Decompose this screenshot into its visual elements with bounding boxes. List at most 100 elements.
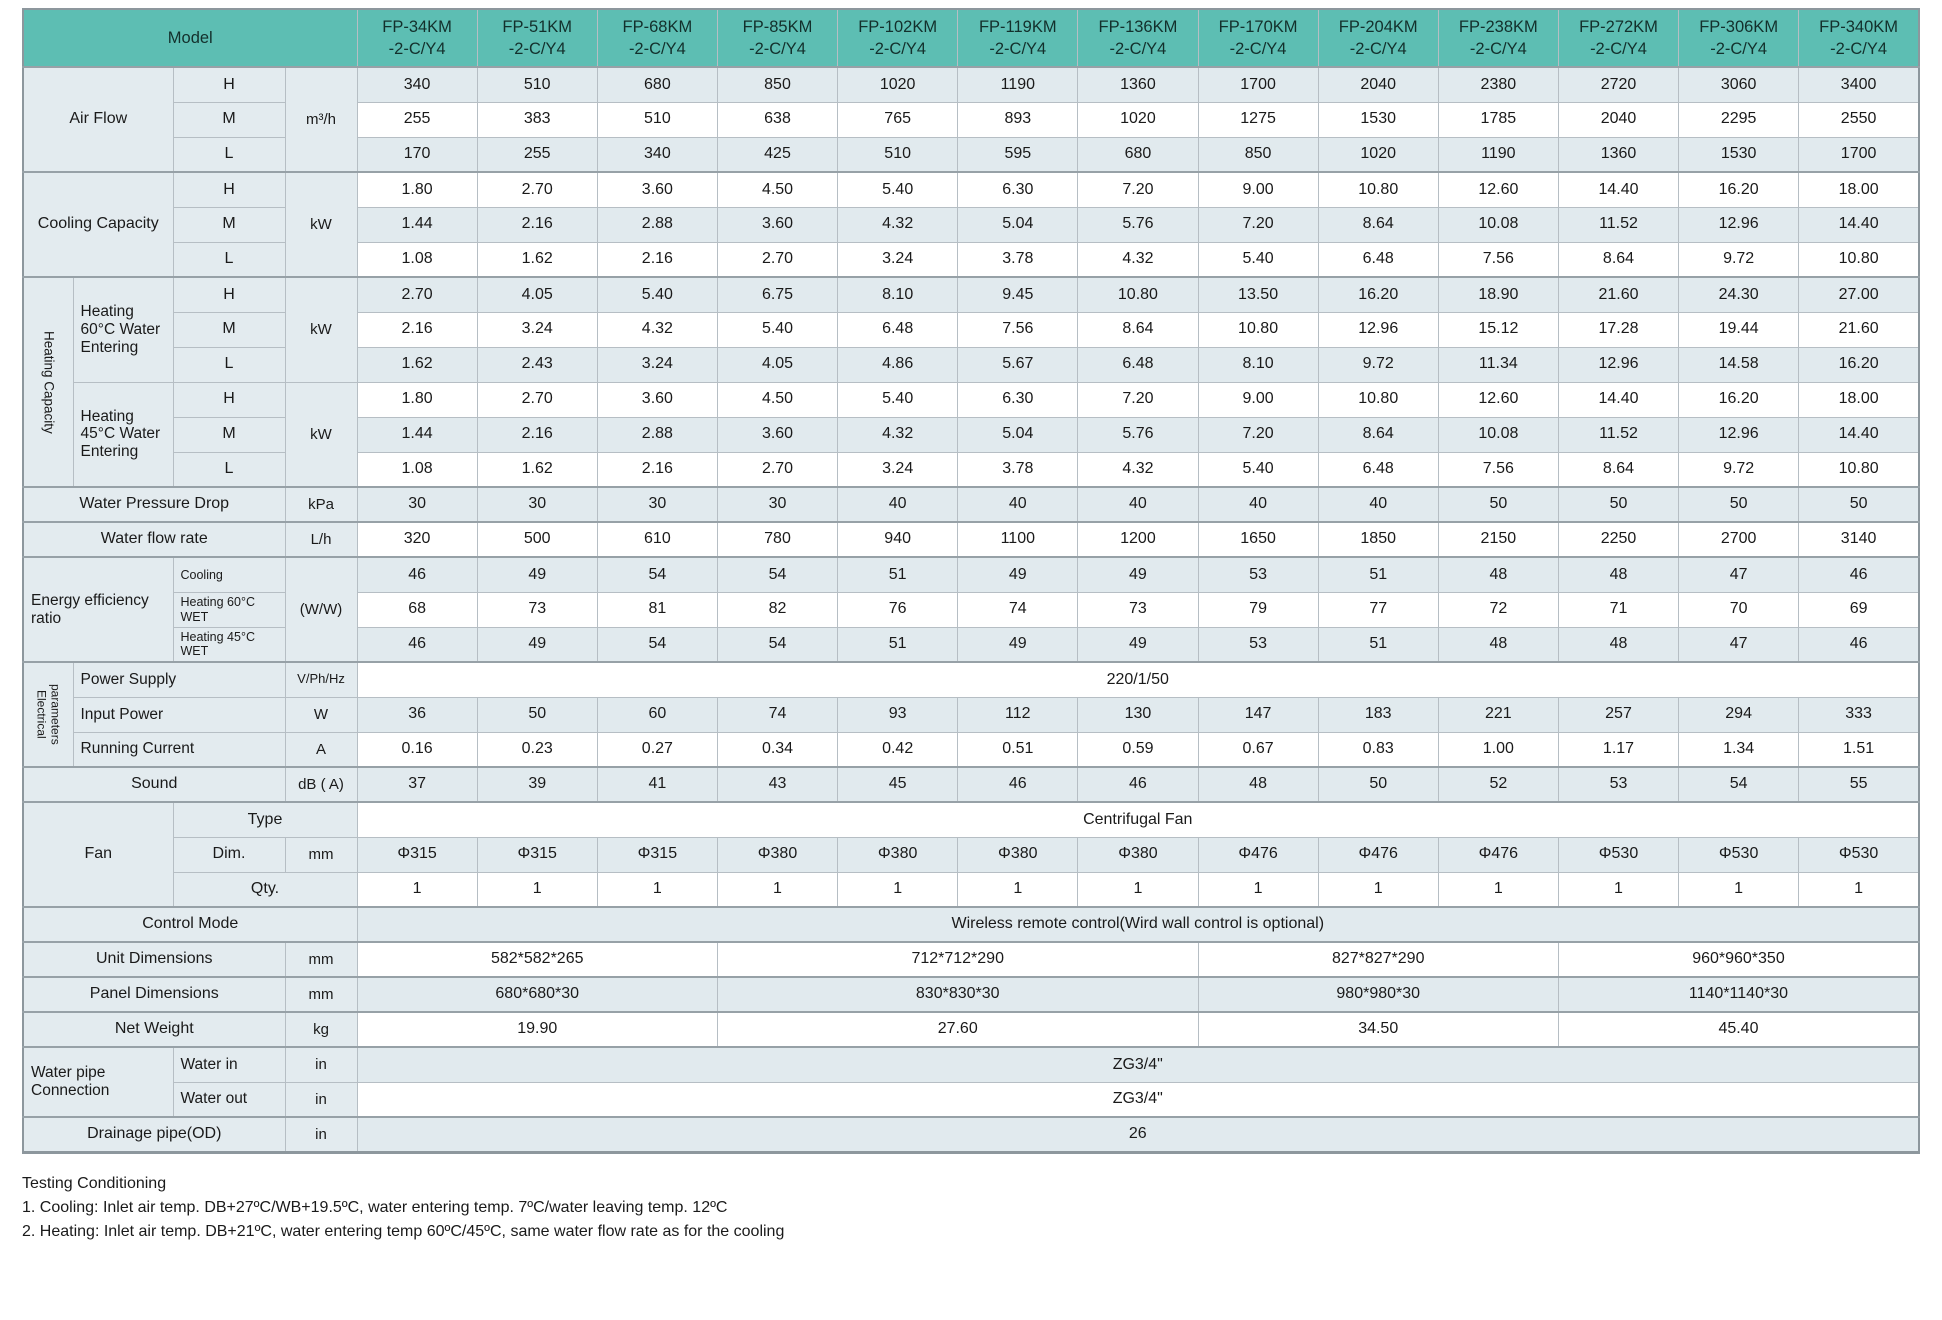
data-cell: 53 bbox=[1197, 556, 1319, 593]
model-column-header: FP-68KM -2-C/Y4 bbox=[596, 8, 718, 68]
data-cell: 10.80 bbox=[1077, 276, 1199, 313]
data-cell: 30 bbox=[596, 486, 718, 523]
data-cell: 1700 bbox=[1798, 136, 1920, 173]
data-cell: 50 bbox=[1557, 486, 1680, 523]
data-cell: 52 bbox=[1437, 766, 1559, 803]
data-cell-merged: 680*680*30 bbox=[356, 976, 718, 1013]
spec-row: Heating 45°C WET 46 49 54 54 51 49 49 53 51 48 48 47… bbox=[23, 626, 1920, 663]
row-label: M bbox=[172, 206, 286, 243]
data-cell: 6.30 bbox=[957, 171, 1079, 208]
data-cell: 7.56 bbox=[1437, 451, 1559, 488]
row-label: Heating 45°C Water Entering bbox=[72, 381, 174, 488]
unit-cell: mm bbox=[284, 941, 358, 978]
data-cell: 48 bbox=[1197, 766, 1319, 803]
model-label: Model bbox=[22, 8, 358, 68]
data-cell: 4.32 bbox=[837, 206, 959, 243]
data-cell: 46 bbox=[356, 556, 478, 593]
data-cell-merged: ZG3/4" bbox=[356, 1046, 1920, 1083]
spec-row: Drainage pipe(OD) in 26 bbox=[22, 1116, 1920, 1153]
data-cell: Φ530 bbox=[1798, 836, 1920, 873]
note-line: 1. Cooling: Inlet air temp. DB+27ºC/WB+1… bbox=[22, 1198, 728, 1216]
data-cell: 19.44 bbox=[1678, 311, 1800, 348]
spec-row: L 1.08 1.62 2.16 2.70 3.24 3.78 4.32 5.40 6.48 7.5… bbox=[23, 241, 1920, 278]
row-label: Energy efficiency ratio bbox=[22, 556, 174, 663]
data-cell: 3.60 bbox=[596, 381, 718, 418]
row-label: Control Mode bbox=[22, 906, 358, 943]
data-cell: 320 bbox=[356, 521, 478, 558]
data-cell: 170 bbox=[356, 136, 478, 173]
data-cell: 8.64 bbox=[1317, 416, 1439, 453]
data-cell: 1.80 bbox=[356, 381, 478, 418]
data-cell: 3140 bbox=[1798, 521, 1920, 558]
data-cell: 9.00 bbox=[1197, 171, 1319, 208]
data-cell: 5.67 bbox=[957, 346, 1079, 383]
spec-row: Water out in ZG3/4" bbox=[23, 1081, 1920, 1118]
data-cell: 50 bbox=[1798, 486, 1920, 523]
unit-cell: dB ( A) bbox=[284, 766, 358, 803]
data-cell: 680 bbox=[596, 66, 718, 103]
row-label: Qty. bbox=[172, 871, 358, 908]
data-cell: 76 bbox=[837, 591, 959, 628]
data-cell: 1 bbox=[1077, 871, 1199, 908]
data-cell: 50 bbox=[1437, 486, 1559, 523]
data-cell: 340 bbox=[596, 136, 718, 173]
data-cell: 50 bbox=[1678, 486, 1800, 523]
data-cell: 12.96 bbox=[1317, 311, 1439, 348]
data-cell: 12.96 bbox=[1678, 206, 1800, 243]
data-cell: 36 bbox=[356, 696, 478, 733]
data-cell: 51 bbox=[1317, 556, 1439, 593]
unit-cell: V/Ph/Hz bbox=[284, 661, 358, 698]
data-cell: 49 bbox=[476, 626, 598, 663]
data-cell: 10.80 bbox=[1317, 381, 1439, 418]
spec-row: L 1.62 2.43 3.24 4.05 4.86 5.67 6.48 8.10 9.72 11.… bbox=[23, 346, 1920, 383]
data-cell: 12.96 bbox=[1678, 416, 1800, 453]
data-cell: 54 bbox=[716, 626, 839, 663]
unit-cell: mm bbox=[284, 836, 358, 873]
row-label: Panel Dimensions bbox=[22, 976, 286, 1013]
spec-row: Fan Type Centrifugal Fan bbox=[22, 801, 1920, 908]
unit-cell: in bbox=[284, 1081, 358, 1118]
data-cell: 183 bbox=[1317, 696, 1439, 733]
data-cell: 10.80 bbox=[1317, 171, 1439, 208]
data-cell: 9.72 bbox=[1678, 241, 1800, 278]
data-cell: 340 bbox=[356, 66, 478, 103]
data-cell: 4.32 bbox=[837, 416, 959, 453]
data-cell: 51 bbox=[1317, 626, 1439, 663]
row-label: Fan bbox=[22, 801, 174, 908]
data-cell: 1 bbox=[957, 871, 1079, 908]
data-cell: 46 bbox=[1798, 556, 1920, 593]
data-cell: 10.08 bbox=[1437, 416, 1559, 453]
data-cell: 2.70 bbox=[476, 171, 598, 208]
data-cell: 40 bbox=[837, 486, 959, 523]
data-cell: 48 bbox=[1437, 626, 1559, 663]
data-cell: 1530 bbox=[1678, 136, 1800, 173]
data-cell: 46 bbox=[1798, 626, 1920, 663]
data-cell: 7.20 bbox=[1077, 381, 1199, 418]
spec-row: Water pipe Connection Water in in ZG3/4" bbox=[22, 1046, 1920, 1118]
data-cell: 54 bbox=[596, 626, 718, 663]
data-cell: 5.40 bbox=[716, 311, 839, 348]
data-cell: 1360 bbox=[1557, 136, 1680, 173]
data-cell: 14.58 bbox=[1678, 346, 1800, 383]
data-cell: 49 bbox=[476, 556, 598, 593]
data-cell: 0.51 bbox=[957, 731, 1079, 768]
data-cell: 4.32 bbox=[1077, 241, 1199, 278]
data-cell-merged: 27.60 bbox=[716, 1011, 1199, 1048]
unit-cell: A bbox=[284, 731, 358, 768]
data-cell: 48 bbox=[1437, 556, 1559, 593]
spec-row: Water Pressure Drop kPa 30 30 30 30 40 40 40 40 40… bbox=[22, 486, 1920, 523]
data-cell: 0.42 bbox=[837, 731, 959, 768]
data-cell: 40 bbox=[1197, 486, 1319, 523]
data-cell: 48 bbox=[1557, 626, 1680, 663]
data-cell: 45 bbox=[837, 766, 959, 803]
row-label: Cooling Capacity bbox=[22, 171, 174, 278]
data-cell: 1200 bbox=[1077, 521, 1199, 558]
data-cell: 12.60 bbox=[1437, 381, 1559, 418]
data-cell: 2250 bbox=[1557, 521, 1680, 558]
model-column-header: FP-238KM -2-C/Y4 bbox=[1437, 8, 1559, 68]
data-cell: Φ380 bbox=[716, 836, 839, 873]
data-cell: 1190 bbox=[957, 66, 1079, 103]
data-cell: 1700 bbox=[1197, 66, 1319, 103]
data-cell: 1.80 bbox=[356, 171, 478, 208]
